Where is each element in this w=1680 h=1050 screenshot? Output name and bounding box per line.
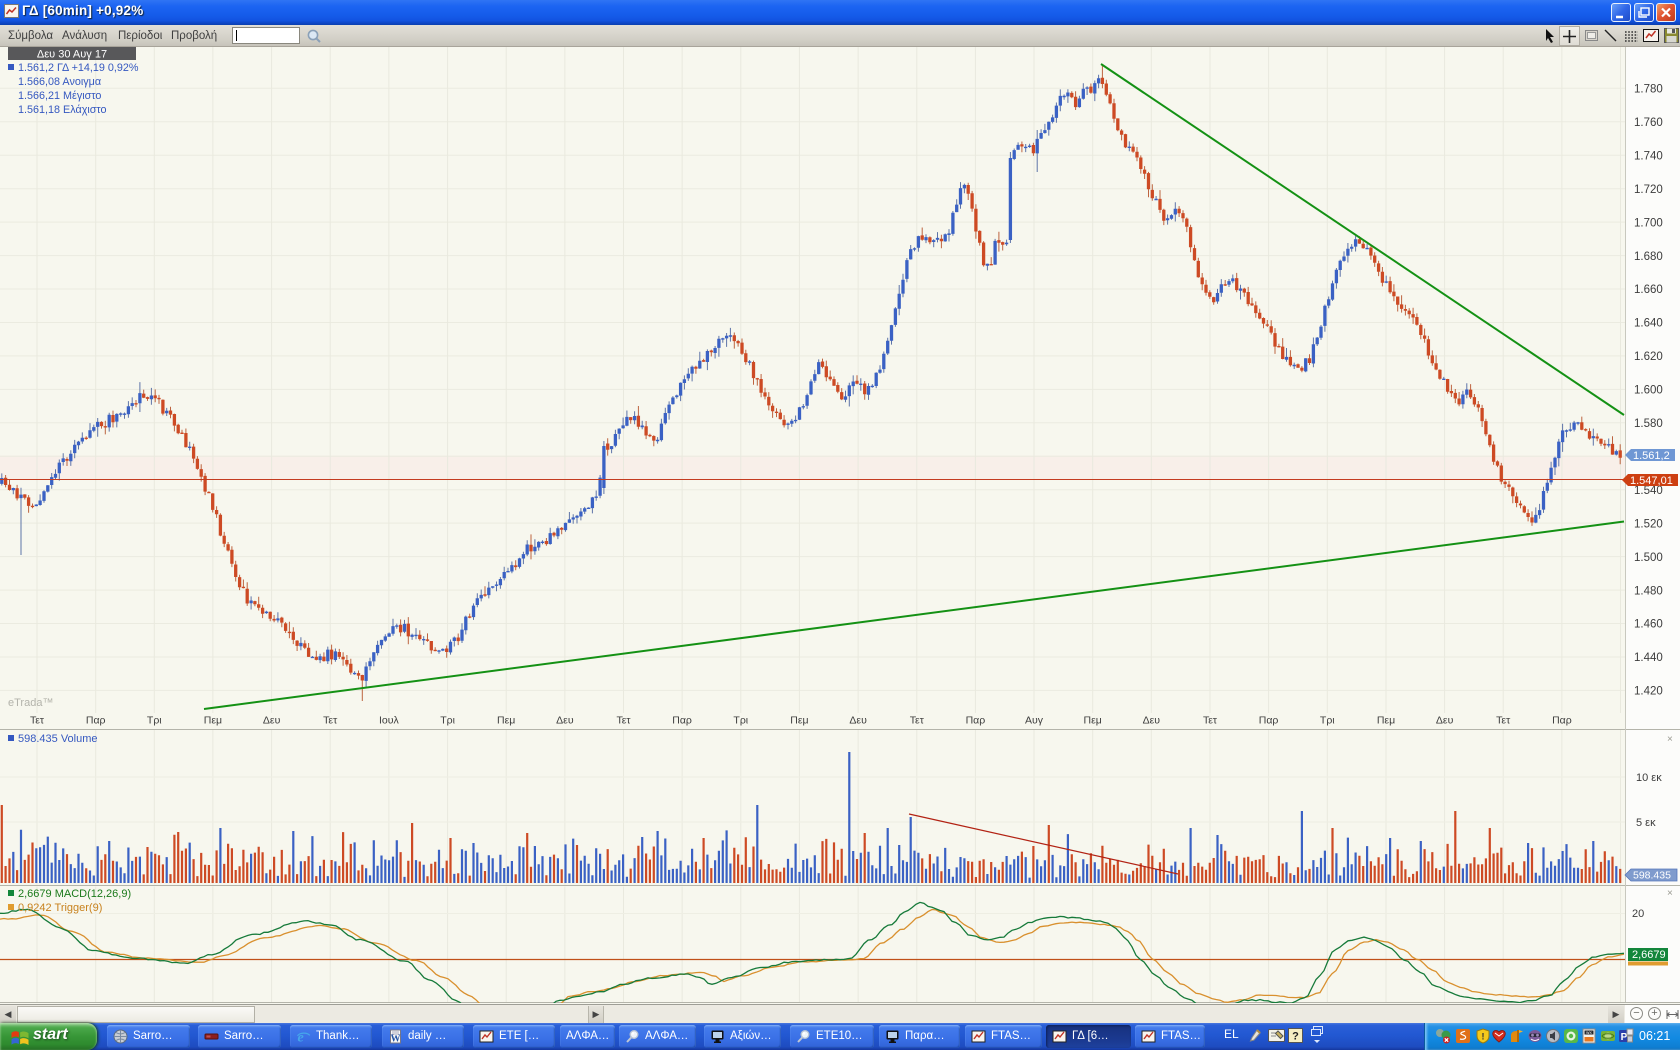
svg-text:Τετ: Τετ bbox=[30, 715, 45, 727]
svg-text:Πεμ: Πεμ bbox=[497, 715, 515, 727]
svg-text:Δευ: Δευ bbox=[556, 715, 574, 727]
svg-text:Παρ: Παρ bbox=[86, 715, 106, 727]
svg-text:1.460: 1.460 bbox=[1634, 619, 1663, 631]
svg-text:1.780: 1.780 bbox=[1634, 84, 1663, 96]
svg-text:?: ? bbox=[1292, 1031, 1299, 1043]
svg-text:1.547,01: 1.547,01 bbox=[1630, 475, 1673, 487]
svg-text:Τετ: Τετ bbox=[1496, 715, 1511, 727]
svg-text:eTrada™: eTrada™ bbox=[8, 697, 53, 709]
svg-text:Τρι: Τρι bbox=[733, 715, 748, 727]
svg-text:Παρ: Παρ bbox=[1259, 715, 1279, 727]
svg-text:1.480: 1.480 bbox=[1634, 585, 1663, 597]
svg-text:1.660: 1.660 bbox=[1634, 284, 1663, 296]
svg-text:Παρ: Παρ bbox=[966, 715, 986, 727]
svg-text:!: ! bbox=[1482, 1032, 1485, 1042]
svg-text:1.566,21 Μέγιστο: 1.566,21 Μέγιστο bbox=[18, 90, 101, 102]
svg-text:1.561,2: 1.561,2 bbox=[1633, 450, 1670, 462]
svg-text:Πεμ: Πεμ bbox=[204, 715, 222, 727]
svg-text:1.500: 1.500 bbox=[1634, 552, 1663, 564]
svg-text:1.720: 1.720 bbox=[1634, 184, 1663, 196]
svg-text:Τετ: Τετ bbox=[1203, 715, 1218, 727]
svg-text:20: 20 bbox=[1632, 908, 1644, 920]
svg-text:598.435: 598.435 bbox=[1633, 870, 1671, 882]
svg-text:1.700: 1.700 bbox=[1634, 217, 1663, 229]
svg-text:WX: WX bbox=[1586, 1031, 1592, 1035]
svg-text:1.580: 1.580 bbox=[1634, 418, 1663, 430]
svg-text:1.760: 1.760 bbox=[1634, 117, 1663, 129]
svg-text:Δευ 30 Αυγ 17: Δευ 30 Αυγ 17 bbox=[37, 49, 107, 61]
svg-text:1.420: 1.420 bbox=[1634, 686, 1663, 698]
svg-text:Τρι: Τρι bbox=[147, 715, 162, 727]
svg-text:1.540: 1.540 bbox=[1634, 485, 1663, 497]
svg-text:5 εκ: 5 εκ bbox=[1636, 817, 1656, 829]
svg-text:Πεμ: Πεμ bbox=[790, 715, 808, 727]
svg-text:1.440: 1.440 bbox=[1634, 652, 1663, 664]
svg-text:Τετ: Τετ bbox=[910, 715, 925, 727]
svg-text:Τρι: Τρι bbox=[440, 715, 455, 727]
svg-text:Δευ: Δευ bbox=[263, 715, 281, 727]
svg-text:1.600: 1.600 bbox=[1634, 385, 1663, 397]
svg-text:1.680: 1.680 bbox=[1634, 251, 1663, 263]
svg-text:1.640: 1.640 bbox=[1634, 318, 1663, 330]
svg-text:0,9242 Trigger(9): 0,9242 Trigger(9) bbox=[18, 902, 102, 914]
svg-text:×: × bbox=[1667, 734, 1673, 745]
svg-text:Τρι: Τρι bbox=[1320, 715, 1335, 727]
svg-text:Τετ: Τετ bbox=[323, 715, 338, 727]
svg-text:Δευ: Δευ bbox=[1143, 715, 1161, 727]
svg-text:Αυγ: Αυγ bbox=[1025, 715, 1044, 727]
svg-text:Δευ: Δευ bbox=[1436, 715, 1454, 727]
svg-text:Παρ: Παρ bbox=[1552, 715, 1572, 727]
svg-text:1.620: 1.620 bbox=[1634, 351, 1663, 363]
svg-text:×: × bbox=[1667, 888, 1673, 899]
svg-text:Ιουλ: Ιουλ bbox=[379, 715, 399, 727]
svg-text:1.561,18 Ελάχιστο: 1.561,18 Ελάχιστο bbox=[18, 104, 107, 116]
svg-text:P: P bbox=[1621, 1032, 1628, 1043]
svg-text:Δευ: Δευ bbox=[849, 715, 867, 727]
svg-text:2,6679 MACD(12,26,9): 2,6679 MACD(12,26,9) bbox=[18, 888, 131, 900]
svg-text:1.561,2 ΓΔ +14,19 0,92%: 1.561,2 ΓΔ +14,19 0,92% bbox=[18, 62, 139, 74]
svg-text:W: W bbox=[391, 1034, 401, 1045]
svg-text:Πεμ: Πεμ bbox=[1377, 715, 1395, 727]
svg-text:598.435 Volume: 598.435 Volume bbox=[18, 733, 98, 745]
svg-text:e: e bbox=[298, 1031, 304, 1045]
svg-text:1.740: 1.740 bbox=[1634, 150, 1663, 162]
svg-text:1.566,08 Ανοιγμα: 1.566,08 Ανοιγμα bbox=[18, 76, 101, 88]
svg-text:Παρ: Παρ bbox=[672, 715, 692, 727]
svg-text:Πεμ: Πεμ bbox=[1084, 715, 1102, 727]
svg-text:2,6679: 2,6679 bbox=[1632, 949, 1666, 961]
svg-text:1.520: 1.520 bbox=[1634, 518, 1663, 530]
svg-text:10 εκ: 10 εκ bbox=[1636, 772, 1662, 784]
svg-text:Τετ: Τετ bbox=[616, 715, 631, 727]
